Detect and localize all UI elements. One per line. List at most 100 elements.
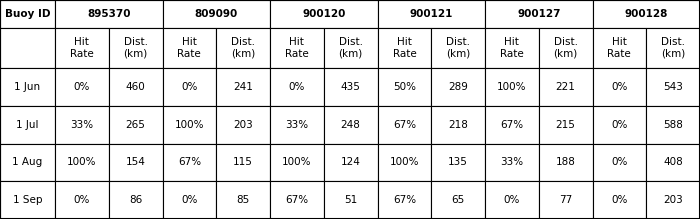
Bar: [0, 0, 55, 28]
Text: 188: 188: [556, 157, 575, 167]
Bar: [0, 106, 55, 143]
Bar: [55, 68, 108, 106]
Text: 1 Sep: 1 Sep: [13, 195, 42, 205]
Bar: [431, 143, 485, 181]
Bar: [216, 181, 270, 219]
Bar: [323, 68, 377, 106]
Bar: [270, 181, 323, 219]
Text: 0%: 0%: [504, 195, 520, 205]
Bar: [539, 68, 592, 106]
Text: 115: 115: [233, 157, 253, 167]
Text: Dist.
(km): Dist. (km): [231, 37, 255, 59]
Text: 900121: 900121: [410, 9, 453, 19]
Text: 0%: 0%: [181, 82, 197, 92]
Bar: [646, 181, 700, 219]
Bar: [0, 181, 55, 219]
Bar: [108, 28, 162, 68]
Text: 289: 289: [448, 82, 468, 92]
Text: 221: 221: [556, 82, 575, 92]
Text: 86: 86: [129, 195, 142, 205]
Bar: [108, 181, 162, 219]
Bar: [592, 28, 646, 68]
Bar: [162, 28, 216, 68]
Text: Buoy ID: Buoy ID: [5, 9, 50, 19]
Bar: [323, 28, 377, 68]
Bar: [485, 0, 592, 28]
Bar: [216, 68, 270, 106]
Text: 0%: 0%: [611, 157, 628, 167]
Bar: [646, 68, 700, 106]
Text: 809090: 809090: [195, 9, 238, 19]
Bar: [539, 106, 592, 143]
Text: 0%: 0%: [74, 82, 90, 92]
Bar: [431, 181, 485, 219]
Bar: [108, 106, 162, 143]
Text: 435: 435: [341, 82, 360, 92]
Text: 460: 460: [126, 82, 146, 92]
Text: Dist.
(km): Dist. (km): [554, 37, 578, 59]
Text: 0%: 0%: [611, 120, 628, 130]
Bar: [216, 106, 270, 143]
Text: 65: 65: [452, 195, 465, 205]
Text: 248: 248: [341, 120, 360, 130]
Text: 100%: 100%: [282, 157, 312, 167]
Text: 33%: 33%: [500, 157, 524, 167]
Bar: [377, 106, 431, 143]
Bar: [162, 143, 216, 181]
Bar: [270, 0, 377, 28]
Bar: [539, 143, 592, 181]
Bar: [55, 28, 108, 68]
Bar: [485, 28, 539, 68]
Bar: [216, 28, 270, 68]
Bar: [55, 106, 108, 143]
Bar: [377, 0, 485, 28]
Bar: [162, 68, 216, 106]
Text: 408: 408: [664, 157, 683, 167]
Bar: [270, 28, 323, 68]
Bar: [377, 28, 431, 68]
Text: 0%: 0%: [74, 195, 90, 205]
Text: 67%: 67%: [393, 195, 416, 205]
Bar: [323, 106, 377, 143]
Bar: [431, 68, 485, 106]
Text: 85: 85: [237, 195, 250, 205]
Bar: [377, 181, 431, 219]
Text: Dist.
(km): Dist. (km): [446, 37, 470, 59]
Text: 135: 135: [448, 157, 468, 167]
Text: 1 Jul: 1 Jul: [16, 120, 38, 130]
Bar: [485, 68, 539, 106]
Text: Hit
Rate: Hit Rate: [608, 37, 631, 59]
Text: 100%: 100%: [67, 157, 97, 167]
Bar: [162, 181, 216, 219]
Text: Dist.
(km): Dist. (km): [339, 37, 363, 59]
Bar: [162, 106, 216, 143]
Text: Hit
Rate: Hit Rate: [70, 37, 94, 59]
Bar: [323, 143, 377, 181]
Text: 215: 215: [556, 120, 575, 130]
Text: 100%: 100%: [174, 120, 204, 130]
Text: 100%: 100%: [497, 82, 526, 92]
Bar: [108, 143, 162, 181]
Text: Hit
Rate: Hit Rate: [178, 37, 202, 59]
Text: 1 Jun: 1 Jun: [15, 82, 41, 92]
Bar: [55, 0, 162, 28]
Text: 77: 77: [559, 195, 573, 205]
Text: 900127: 900127: [517, 9, 561, 19]
Text: 0%: 0%: [611, 82, 628, 92]
Text: 67%: 67%: [178, 157, 201, 167]
Text: 543: 543: [663, 82, 683, 92]
Bar: [646, 143, 700, 181]
Bar: [323, 181, 377, 219]
Bar: [592, 106, 646, 143]
Bar: [539, 181, 592, 219]
Text: 154: 154: [126, 157, 146, 167]
Text: 0%: 0%: [288, 82, 305, 92]
Text: 895370: 895370: [87, 9, 130, 19]
Text: 900120: 900120: [302, 9, 345, 19]
Bar: [431, 106, 485, 143]
Text: Dist.
(km): Dist. (km): [661, 37, 685, 59]
Bar: [162, 0, 270, 28]
Bar: [592, 143, 646, 181]
Text: 51: 51: [344, 195, 357, 205]
Text: 33%: 33%: [70, 120, 93, 130]
